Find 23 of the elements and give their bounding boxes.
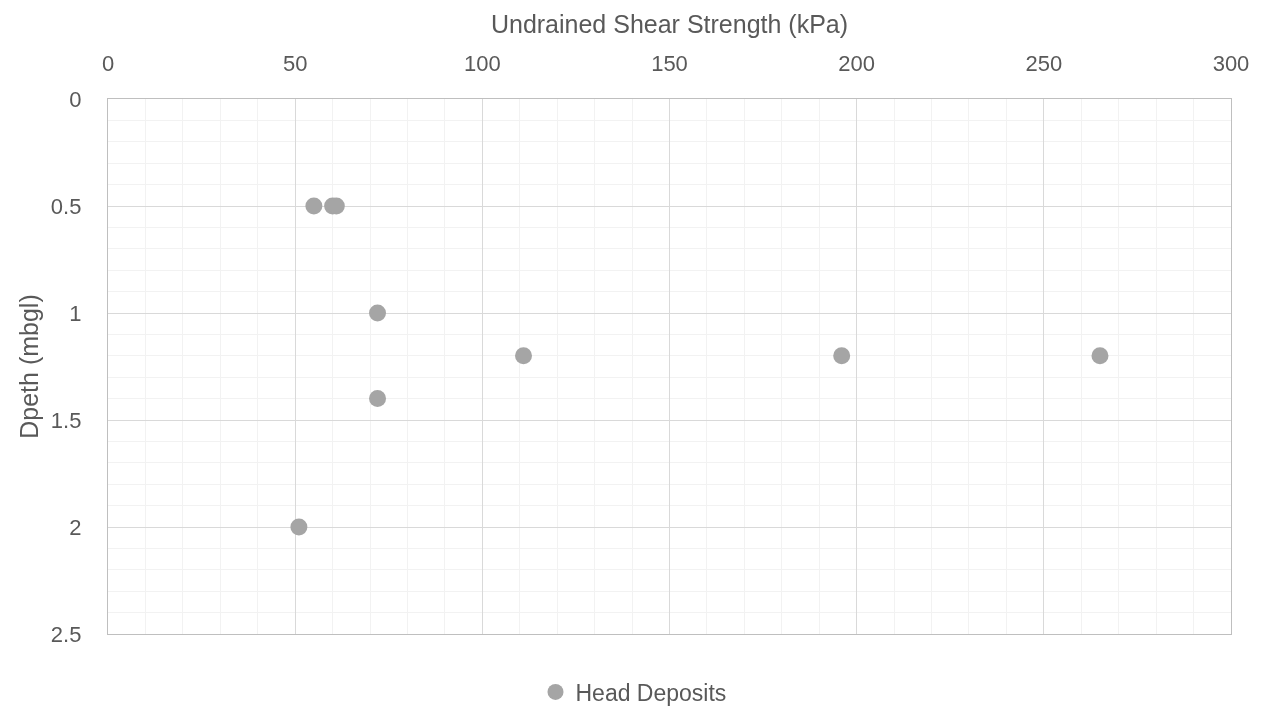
y-tick-label: 1.5	[50, 407, 82, 433]
x-tick-label: 200	[838, 51, 876, 77]
x-tick-label: 50	[282, 51, 308, 77]
x-axis-title: Undrained Shear Strength (kPa)	[490, 9, 849, 38]
y-tick-label: 0.5	[50, 193, 82, 219]
point	[833, 347, 851, 365]
x-tick-label: 100	[463, 51, 501, 77]
y-tick-label: 2	[69, 514, 82, 540]
point	[290, 518, 308, 536]
y-tick-label: 2.5	[50, 621, 82, 647]
x-tick-label: 150	[651, 51, 688, 77]
x-tick-label: 300	[1212, 51, 1250, 77]
y-axis-title: Dpeth (mbgl)	[14, 294, 43, 439]
y-tick-label: 1	[69, 300, 82, 326]
x-tick-label: 250	[1025, 51, 1063, 77]
point	[1091, 347, 1109, 365]
point	[305, 197, 323, 215]
x-tick-label: 0	[101, 51, 115, 77]
point	[369, 390, 387, 408]
legend-label: Head Deposits	[575, 679, 727, 706]
y-tick-label: 0	[69, 86, 82, 112]
point	[369, 304, 387, 322]
point	[515, 347, 533, 365]
